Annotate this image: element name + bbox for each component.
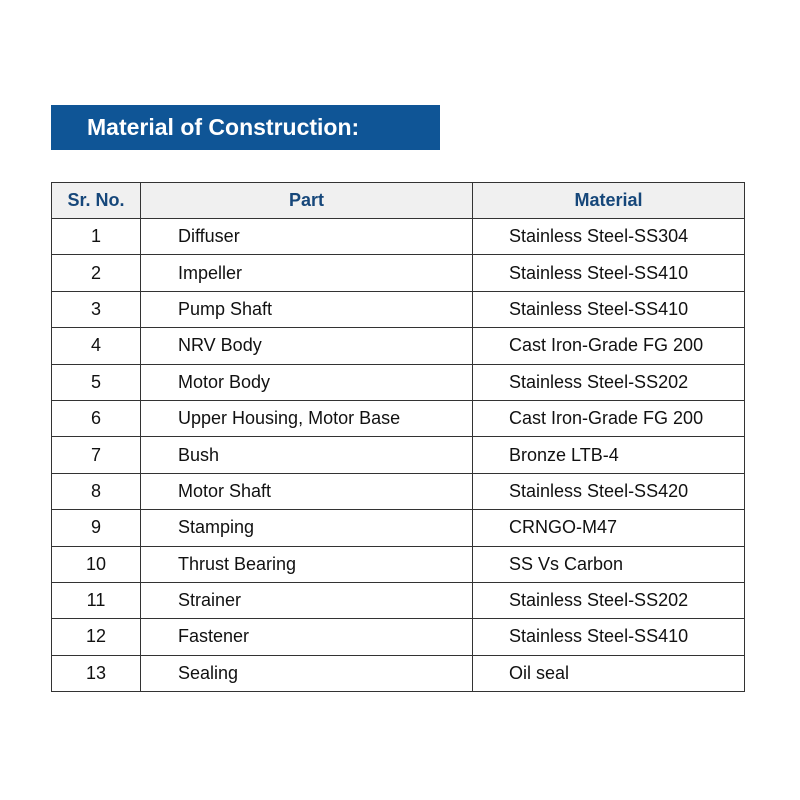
sr-no-cell: 1	[51, 217, 141, 256]
part-cell: Bush	[140, 436, 473, 474]
sr-no-cell: 7	[51, 436, 141, 474]
table-row: 10 Thrust Bearing SS Vs Carbon	[51, 545, 745, 583]
table-row: 2 Impeller Stainless Steel-SS410	[51, 254, 745, 292]
header-sr-no: Sr. No.	[51, 182, 141, 219]
sr-no-cell: 3	[51, 290, 141, 329]
material-cell: Bronze LTB-4	[472, 436, 745, 474]
sr-no-cell: 11	[51, 581, 141, 620]
table-row: 7 Bush Bronze LTB-4	[51, 436, 745, 474]
material-cell: SS Vs Carbon	[472, 545, 745, 583]
material-cell: CRNGO-M47	[472, 509, 745, 547]
material-cell: Stainless Steel-SS410	[472, 290, 745, 329]
header-material: Material	[472, 182, 745, 219]
part-cell: Diffuser	[140, 217, 473, 256]
material-cell: Stainless Steel-SS420	[472, 472, 745, 511]
sr-no-cell: 2	[51, 254, 141, 292]
part-cell: Thrust Bearing	[140, 545, 473, 583]
sr-no-cell: 9	[51, 509, 141, 547]
material-cell: Stainless Steel-SS304	[472, 217, 745, 256]
part-cell: Impeller	[140, 254, 473, 292]
part-cell: Motor Shaft	[140, 472, 473, 511]
table-row: 12 Fastener Stainless Steel-SS410	[51, 618, 745, 656]
part-cell: NRV Body	[140, 327, 473, 365]
part-cell: Motor Body	[140, 363, 473, 401]
part-cell: Sealing	[140, 654, 473, 693]
part-cell: Pump Shaft	[140, 290, 473, 329]
table-row: 3 Pump Shaft Stainless Steel-SS410	[51, 290, 745, 329]
table-row: 4 NRV Body Cast Iron-Grade FG 200	[51, 327, 745, 365]
material-cell: Stainless Steel-SS202	[472, 581, 745, 620]
material-cell: Stainless Steel-SS410	[472, 254, 745, 292]
material-cell: Cast Iron-Grade FG 200	[472, 399, 745, 438]
part-cell: Upper Housing, Motor Base	[140, 399, 473, 438]
material-cell: Stainless Steel-SS202	[472, 363, 745, 401]
table-row: 13 Sealing Oil seal	[51, 654, 745, 693]
table-row: 5 Motor Body Stainless Steel-SS202	[51, 363, 745, 401]
table-row: 9 Stamping CRNGO-M47	[51, 509, 745, 547]
sr-no-cell: 4	[51, 327, 141, 365]
material-cell: Oil seal	[472, 654, 745, 693]
sr-no-cell: 6	[51, 399, 141, 438]
table-header-row: Sr. No. Part Material	[51, 182, 745, 219]
material-cell: Stainless Steel-SS410	[472, 618, 745, 656]
table-row: 6 Upper Housing, Motor Base Cast Iron-Grad…	[51, 399, 745, 438]
header-part: Part	[140, 182, 473, 219]
material-cell: Cast Iron-Grade FG 200	[472, 327, 745, 365]
materials-table: Sr. No. Part Material 1 Diffuser Stainless…	[51, 182, 745, 693]
part-cell: Strainer	[140, 581, 473, 620]
sr-no-cell: 8	[51, 472, 141, 511]
sr-no-cell: 10	[51, 545, 141, 583]
sr-no-cell: 5	[51, 363, 141, 401]
table-row: 11 Strainer Stainless Steel-SS202	[51, 581, 745, 620]
part-cell: Stamping	[140, 509, 473, 547]
table-row: 8 Motor Shaft Stainless Steel-SS420	[51, 472, 745, 511]
table-row: 1 Diffuser Stainless Steel-SS304	[51, 217, 745, 256]
section-title: Material of Construction:	[51, 105, 440, 150]
sr-no-cell: 12	[51, 618, 141, 656]
sr-no-cell: 13	[51, 654, 141, 693]
part-cell: Fastener	[140, 618, 473, 656]
